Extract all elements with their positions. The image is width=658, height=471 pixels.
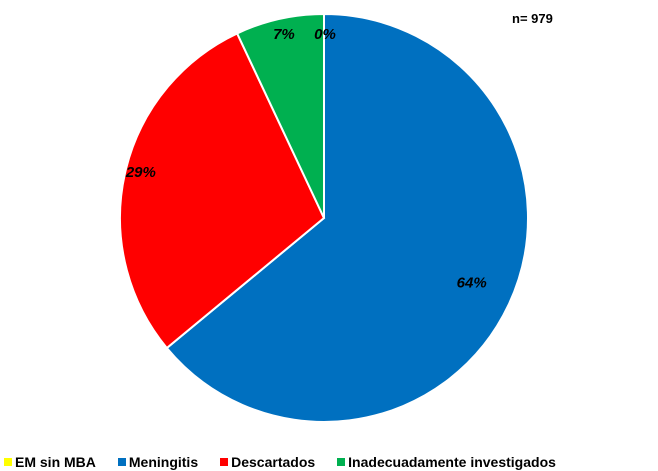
pie-slice-inadecuadamente-investigados (235, 12, 325, 219)
legend-item-em-sin-mba: EM sin MBA (4, 454, 96, 470)
data-label-em-sin-mba: 0% (314, 26, 336, 43)
pie-labels: 0% 64% 29% 7% (125, 26, 487, 292)
data-label-inadecuadamente-investigados: 7% (273, 26, 295, 43)
legend-label-em-sin-mba: EM sin MBA (15, 453, 96, 470)
pie-slice-descartados (119, 32, 326, 350)
legend-label-meningitis: Meningitis (128, 453, 199, 470)
legend-swatch-descartados (220, 457, 229, 466)
legend-label-descartados: Descartados (231, 453, 316, 470)
data-label-meningitis: 64% (457, 274, 487, 291)
pie-slices (119, 12, 529, 423)
data-label-descartados: 29% (125, 164, 156, 181)
legend: EM sin MBA Meningitis Descartados Inadec… (0, 452, 658, 471)
legend-swatch-em-sin-mba (4, 457, 12, 466)
legend-item-meningitis: Meningitis (117, 453, 199, 470)
sample-size-label: n= 979 (512, 11, 553, 26)
pie-slice-meningitis (165, 12, 529, 423)
legend-swatch-meningitis (117, 457, 126, 466)
legend-item-descartados: Descartados (220, 454, 315, 470)
legend-label-inadecuadamente-investigados: Inadecuadamente investigados (348, 453, 556, 470)
legend-swatch-inadecuadamente-investigados (337, 457, 346, 466)
legend-item-inadecuadamente-investigados: Inadecuadamente investigados (337, 454, 556, 470)
